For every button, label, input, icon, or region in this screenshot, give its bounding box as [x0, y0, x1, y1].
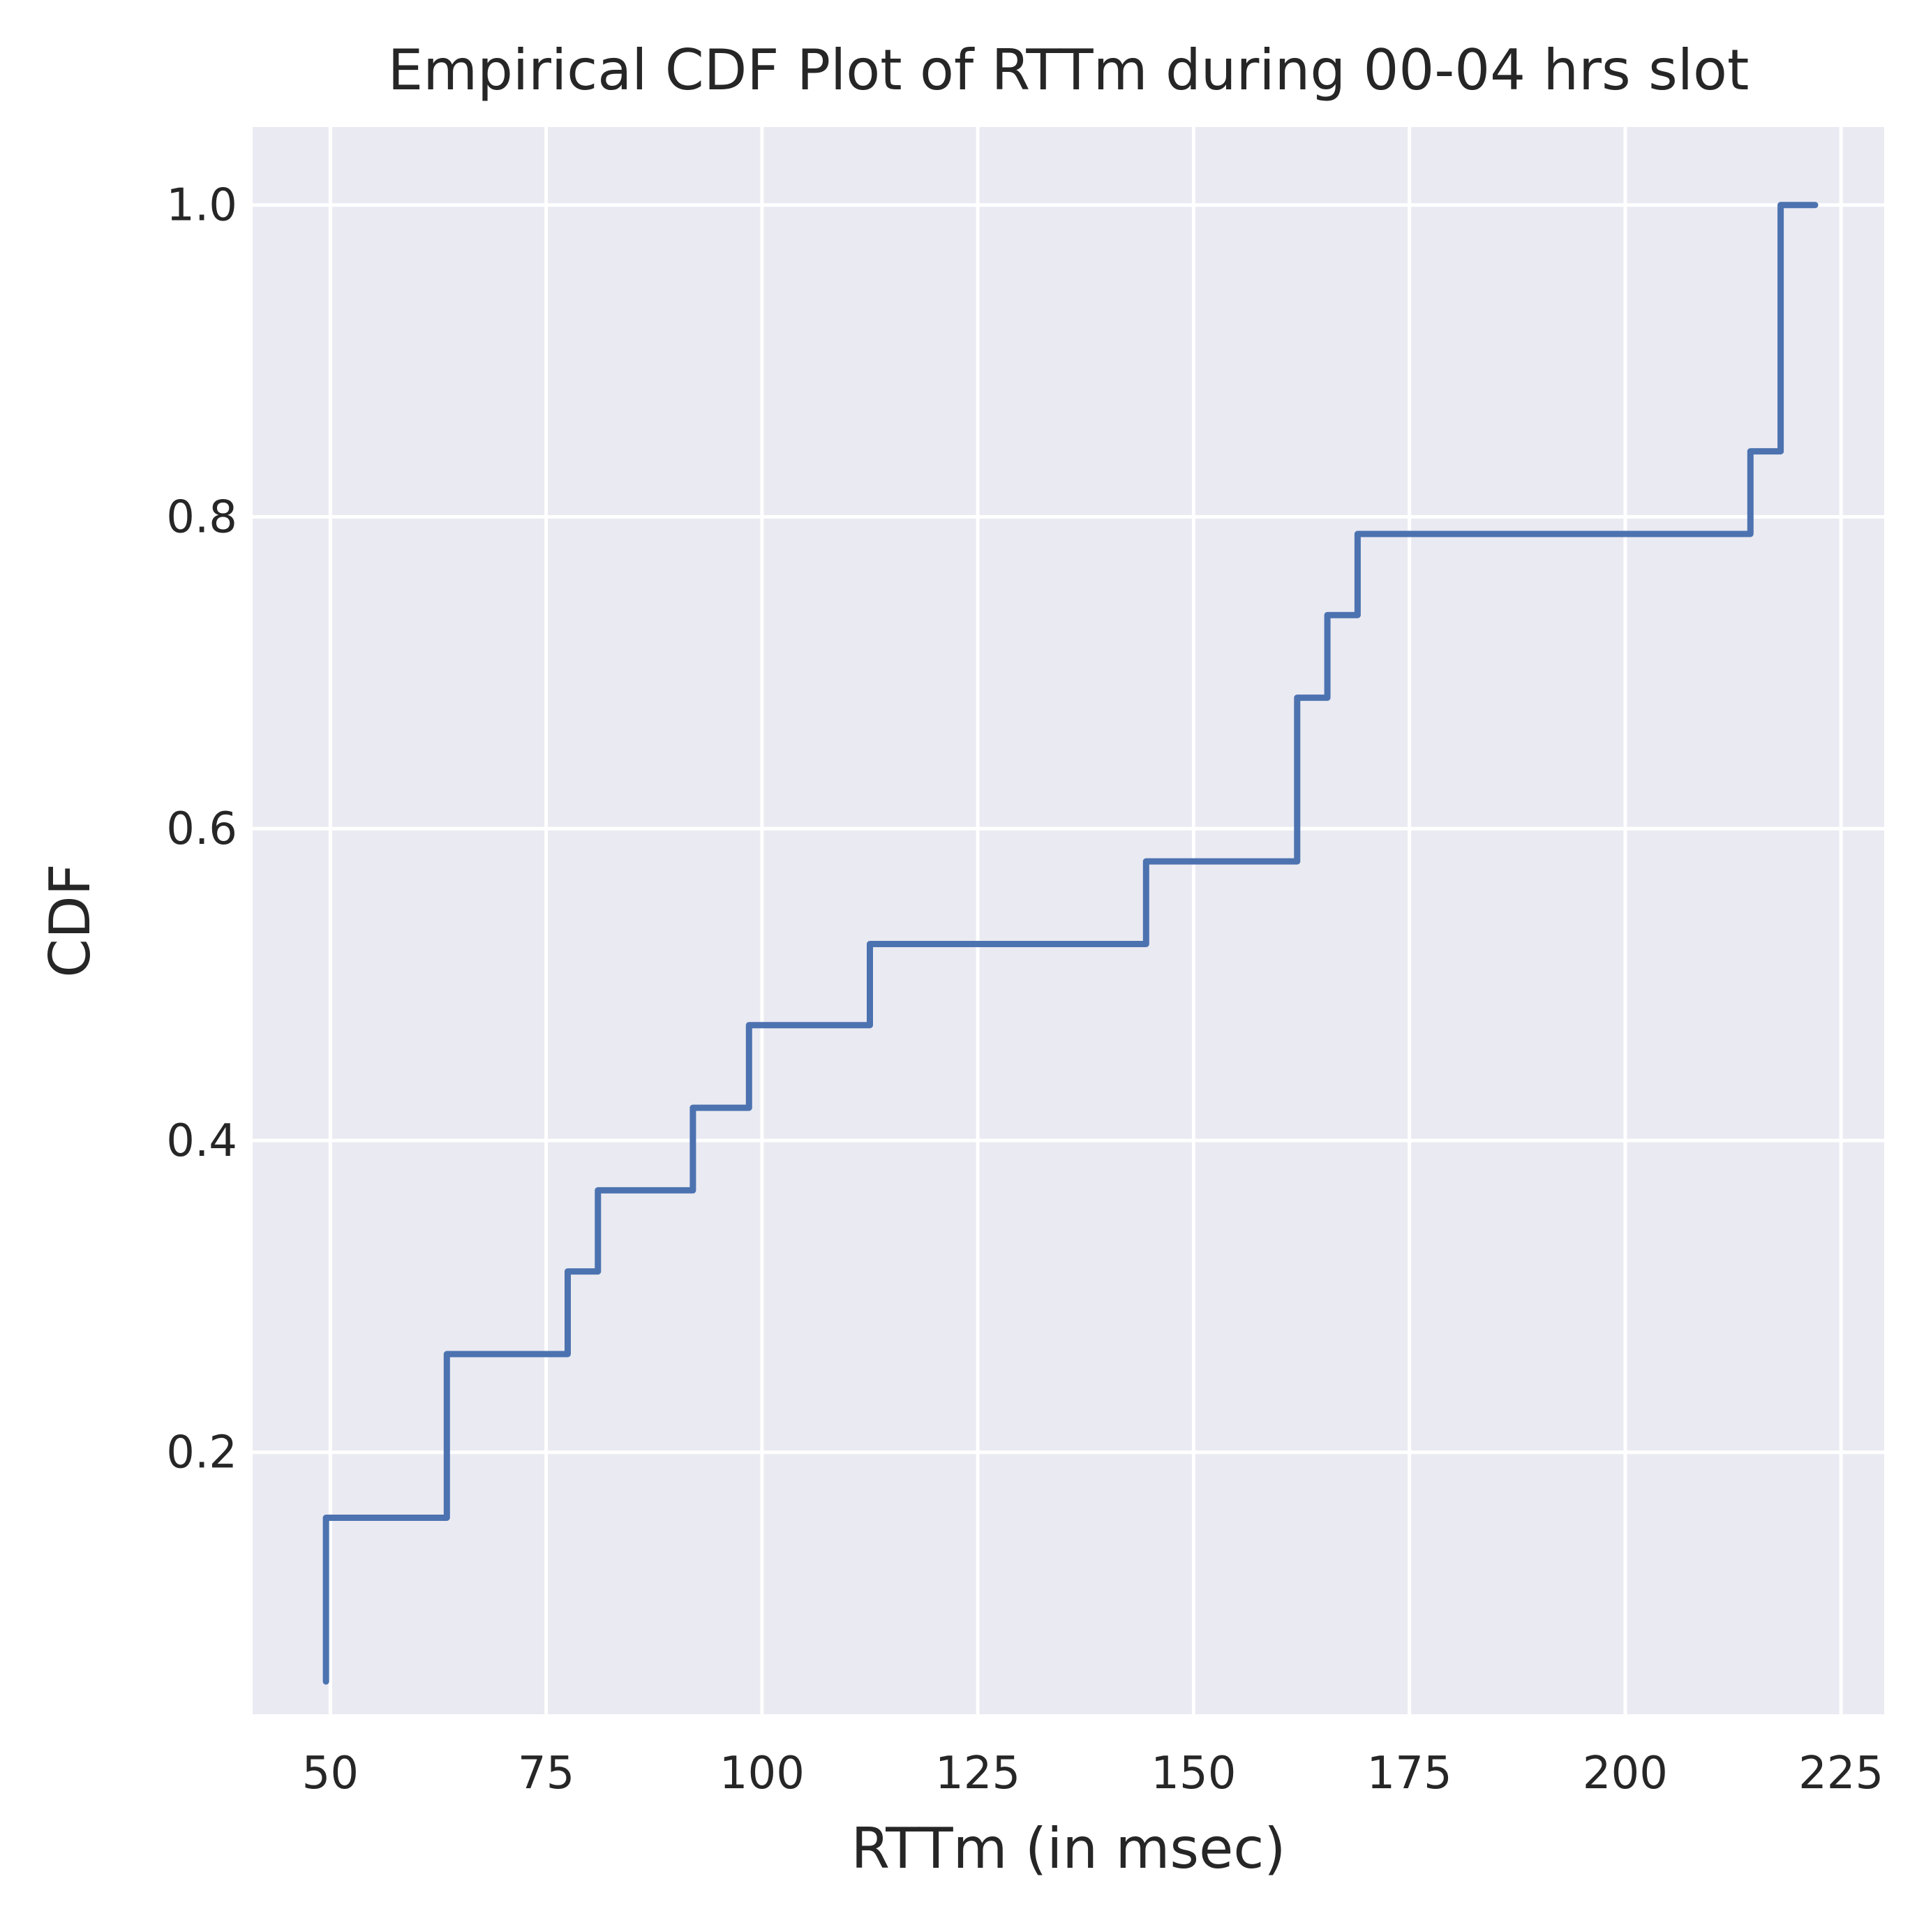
series-layer: [322, 202, 1819, 1685]
y-tick-labels: 0.2 0.4 0.6 0.8 1.0: [166, 180, 237, 1479]
x-tick-label: 225: [1798, 1748, 1884, 1799]
x-tick-label: 200: [1583, 1748, 1668, 1799]
x-gridlines: [328, 127, 1843, 1714]
x-tick-label: 75: [518, 1748, 574, 1799]
y-tick-label: 0.8: [166, 491, 237, 543]
ecdf-step-line: [322, 202, 1819, 1685]
y-axis-label: CDF: [38, 863, 103, 977]
x-tick-label: 125: [935, 1748, 1020, 1799]
y-tick-label: 0.4: [166, 1115, 237, 1167]
x-tick-label: 100: [719, 1748, 805, 1799]
x-tick-label: 150: [1151, 1748, 1236, 1799]
y-gridlines: [253, 203, 1884, 1455]
x-tick-labels: 50 75 100 125 150 175 200 225: [302, 1748, 1884, 1799]
y-tick-label: 0.6: [166, 803, 237, 855]
x-tick-label: 50: [302, 1748, 359, 1799]
x-tick-label: 175: [1367, 1748, 1452, 1799]
y-tick-label: 1.0: [166, 180, 237, 232]
y-tick-label: 0.2: [166, 1427, 237, 1479]
x-axis-label: RTTm (in msec): [851, 1816, 1285, 1881]
plot-area: [253, 127, 1884, 1714]
chart-title: Empirical CDF Plot of RTTm during 00-04 …: [388, 38, 1750, 103]
